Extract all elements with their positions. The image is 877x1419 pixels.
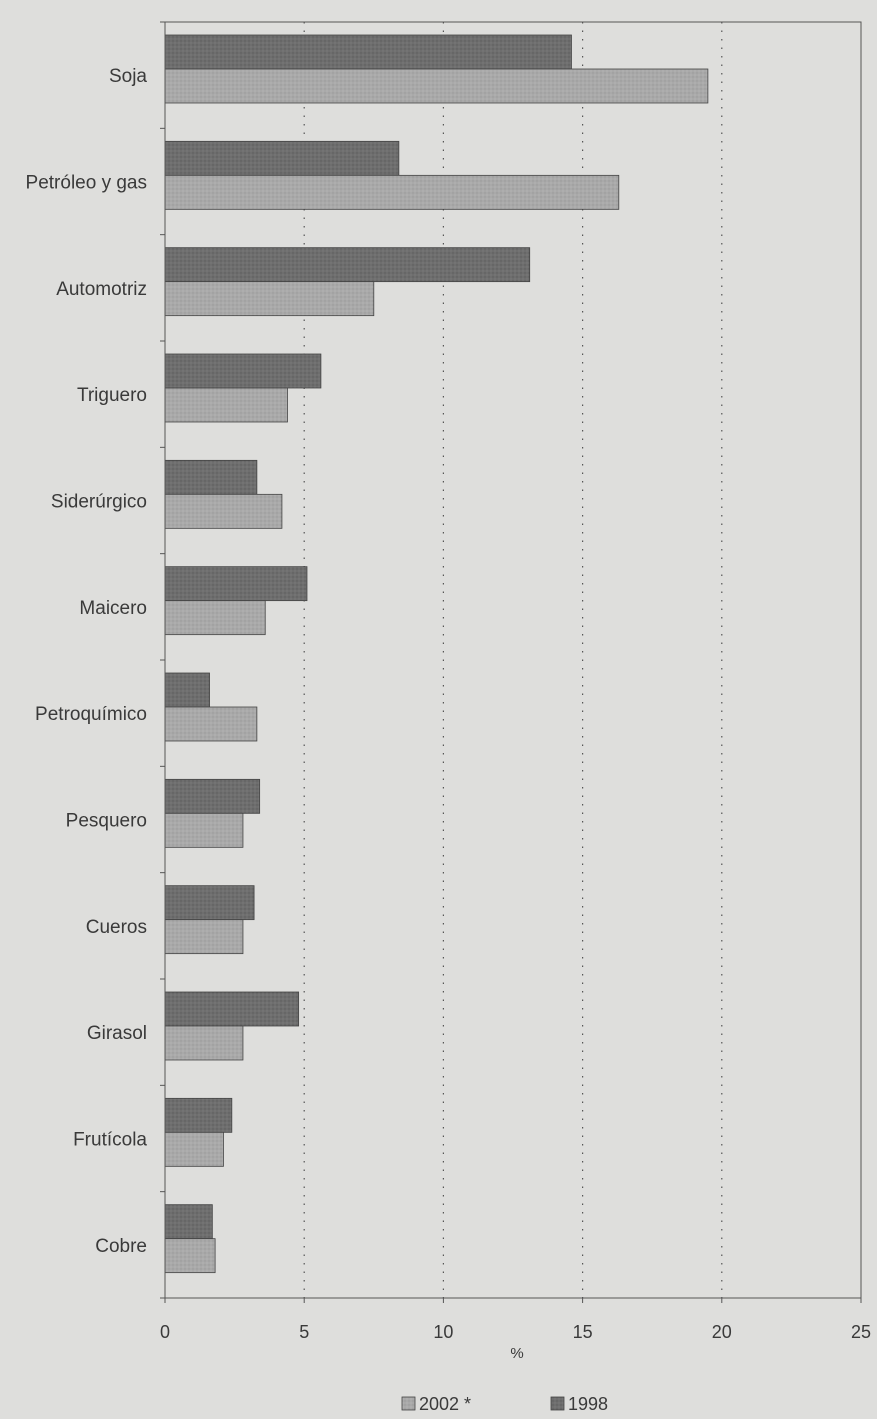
bar-2002-6 — [164, 706, 258, 742]
x-axis-label: % — [510, 1345, 523, 1362]
bar-2002-5 — [164, 600, 266, 636]
tick-labels: 0 5 10 15 20 25 — [160, 1322, 871, 1342]
category-label: Triguero — [77, 385, 147, 406]
category-labels: Soja Petróleo y gas Automotriz Triguero Side… — [26, 66, 148, 1257]
bar-1998-6 — [164, 672, 210, 708]
bar-1998-9 — [164, 991, 300, 1027]
category-label: Pesquero — [66, 811, 147, 832]
bar-1998-0 — [164, 34, 572, 70]
bar-1998-1 — [164, 140, 400, 176]
bar-1998-10 — [164, 1097, 233, 1133]
bar-1998-2 — [164, 247, 531, 283]
x-tick-label: 20 — [712, 1322, 732, 1342]
category-label: Frutícola — [73, 1130, 147, 1151]
category-label: Petroquímico — [35, 704, 147, 725]
category-label: Automotriz — [56, 279, 147, 300]
legend: 2002 * 1998 — [401, 1394, 608, 1414]
legend-label: 1998 — [568, 1394, 608, 1414]
bar-2002-7 — [164, 812, 244, 848]
bar-1998-11 — [164, 1204, 213, 1240]
bar-2002-1 — [164, 174, 620, 210]
x-tick-label: 10 — [433, 1322, 453, 1342]
bars — [164, 34, 709, 1274]
bar-2002-0 — [164, 68, 709, 104]
bar-2002-11 — [164, 1238, 216, 1274]
category-label: Petróleo y gas — [26, 173, 147, 194]
x-tick-label: 0 — [160, 1322, 170, 1342]
legend-swatch — [401, 1396, 416, 1411]
axes — [160, 21, 862, 1303]
bar-2002-10 — [164, 1131, 224, 1167]
plot-frame — [164, 21, 862, 1299]
category-label: Girasol — [87, 1023, 147, 1044]
x-tick-label: 5 — [299, 1322, 309, 1342]
bar-2002-8 — [164, 919, 244, 955]
x-tick-label: 15 — [573, 1322, 593, 1342]
bar-2002-2 — [164, 281, 375, 317]
gridlines — [303, 22, 723, 1298]
category-label: Maicero — [79, 598, 147, 619]
legend-swatch — [550, 1396, 565, 1411]
bar-2002-9 — [164, 1025, 244, 1061]
category-label: Cueros — [86, 917, 147, 938]
bar-2002-3 — [164, 387, 288, 423]
bar-1998-4 — [164, 459, 258, 495]
bar-1998-5 — [164, 566, 308, 602]
category-label: Cobre — [95, 1236, 147, 1257]
x-tick-label: 25 — [851, 1322, 871, 1342]
bar-2002-4 — [164, 493, 283, 529]
bar-1998-7 — [164, 778, 261, 814]
category-label: Siderúrgico — [51, 492, 147, 513]
category-label: Soja — [109, 66, 147, 87]
legend-label: 2002 * — [419, 1394, 471, 1414]
bar-1998-3 — [164, 353, 322, 389]
bar-1998-8 — [164, 885, 255, 921]
